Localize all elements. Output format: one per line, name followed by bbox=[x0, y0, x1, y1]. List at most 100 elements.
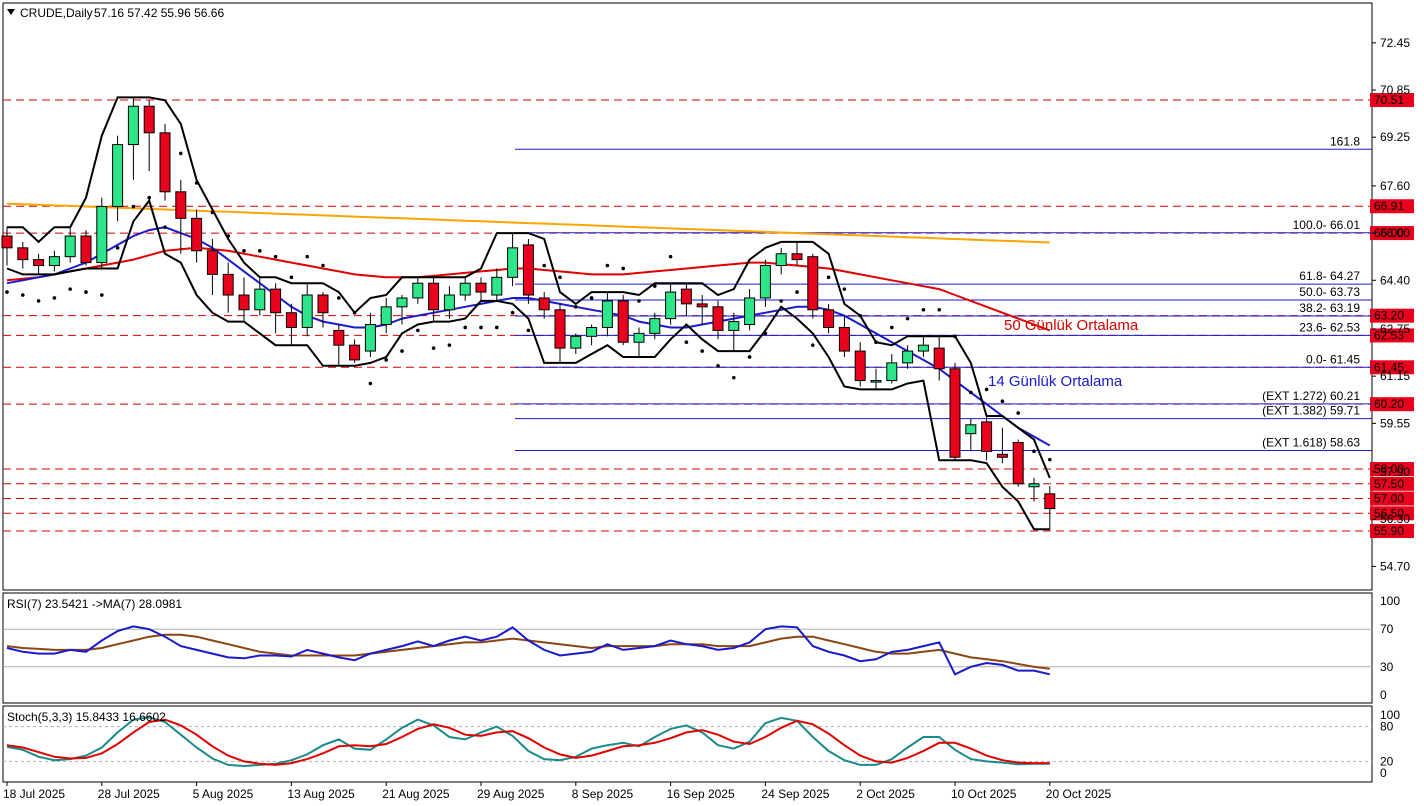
bear-candle bbox=[222, 273, 234, 296]
bear-candle bbox=[317, 294, 329, 314]
bear-candle bbox=[554, 309, 566, 349]
bull-candle bbox=[586, 326, 598, 337]
date-tick-label: 29 Aug 2025 bbox=[477, 787, 545, 801]
sar-dot bbox=[858, 313, 862, 318]
sar-dot bbox=[337, 296, 341, 300]
stoch-label: Stoch(5,3,3) 15.8433 16.6602 bbox=[7, 710, 166, 724]
sar-dot bbox=[447, 343, 452, 347]
bear-candle bbox=[238, 294, 250, 311]
level-tag bbox=[1370, 226, 1414, 241]
sar-dot bbox=[273, 254, 278, 259]
bear-candle bbox=[428, 282, 440, 311]
sar-dot bbox=[495, 325, 499, 330]
bear-candle bbox=[696, 303, 708, 308]
sar-dot bbox=[147, 195, 151, 200]
sar-dot bbox=[589, 296, 594, 300]
level-tag bbox=[1370, 93, 1414, 108]
annotation-sma50: 50 Günlük Ortalama bbox=[1004, 317, 1139, 334]
sar-dot bbox=[826, 275, 831, 280]
sar-dot bbox=[984, 387, 989, 392]
level-tag-label: 66.00 bbox=[1374, 226, 1404, 240]
fib-label: 61.8- 64.27 bbox=[1299, 269, 1360, 283]
rsi-tick-label: 100 bbox=[1380, 594, 1400, 608]
sar-dot bbox=[36, 299, 41, 303]
bear-candle bbox=[143, 105, 155, 134]
level-tag bbox=[1370, 328, 1414, 343]
sar-dot bbox=[763, 331, 768, 336]
symbol-label: CRUDE,Daily bbox=[20, 6, 93, 20]
level-tag bbox=[1370, 199, 1414, 214]
sar-dot bbox=[716, 364, 720, 368]
bear-candle bbox=[270, 288, 282, 314]
fibonacci-levels: 161.8 100.0- 66.01 61.8- 64.27 50.0- 63.73 3… bbox=[515, 134, 1372, 451]
bear-candle bbox=[933, 347, 945, 370]
sar-dot bbox=[905, 316, 910, 321]
level-tag-label: 56.50 bbox=[1374, 506, 1404, 520]
sar-dot bbox=[479, 325, 483, 330]
bear-candle bbox=[981, 421, 993, 452]
dropdown-triangle-icon[interactable] bbox=[7, 9, 15, 15]
sar-dot bbox=[842, 287, 847, 291]
bear-candle bbox=[838, 326, 850, 352]
sar-dot bbox=[605, 263, 610, 268]
level-tag-label: 61.45 bbox=[1374, 360, 1404, 374]
sar-dot bbox=[258, 248, 262, 253]
sar-dot bbox=[779, 299, 783, 303]
bear-candle bbox=[17, 247, 29, 261]
level-tag bbox=[1370, 462, 1414, 477]
sar-dot bbox=[542, 263, 546, 268]
fib-label: 38.2- 63.19 bbox=[1299, 301, 1360, 315]
bull-candle bbox=[48, 256, 60, 267]
sar-dot bbox=[700, 349, 704, 353]
candles bbox=[1, 97, 1056, 530]
sar-dot bbox=[431, 346, 436, 350]
sar-dot bbox=[574, 305, 578, 309]
sar-dot bbox=[1000, 399, 1005, 404]
bear-candle bbox=[175, 191, 187, 219]
bull-candle bbox=[1028, 483, 1040, 488]
bull-candle bbox=[870, 380, 882, 383]
sar-dot bbox=[1048, 457, 1052, 462]
rsi-indicator: 100 70 30 0 bbox=[3, 594, 1400, 702]
stoch-tick-label: 80 bbox=[1380, 720, 1394, 734]
bull-candle bbox=[254, 288, 266, 311]
bear-candle bbox=[680, 288, 692, 305]
bull-candle bbox=[665, 291, 677, 320]
horizontal-levels: 70.51 66.91 66.00 63.20 62.53 61.45 60.20 58.00… bbox=[3, 93, 1414, 539]
level-tag bbox=[1370, 476, 1414, 491]
sar-dot bbox=[416, 328, 420, 333]
sar-dot bbox=[684, 340, 689, 345]
sar-dot bbox=[953, 334, 957, 339]
date-tick-label: 20 Oct 2025 bbox=[1046, 787, 1112, 801]
bear-candle bbox=[1012, 442, 1024, 485]
price-tick-label: 70.85 bbox=[1380, 83, 1410, 97]
rsi-label: RSI(7) 23.5421 ->MA(7) 28.0981 bbox=[7, 597, 182, 611]
sar-dot bbox=[100, 293, 104, 297]
bull-candle bbox=[364, 324, 376, 352]
price-tick-label: 61.15 bbox=[1380, 369, 1410, 383]
date-tick-label: 16 Sep 2025 bbox=[667, 787, 735, 801]
price-axis: 72.45 70.85 69.25 67.60 66.00 64.40 62.75 61.15… bbox=[1372, 36, 1410, 573]
bull-candle bbox=[64, 235, 76, 258]
bull-candle bbox=[886, 362, 898, 382]
sar-dot bbox=[400, 349, 404, 353]
stoch-main-line bbox=[6, 716, 1050, 768]
sar-dot bbox=[969, 390, 973, 395]
bear-candle bbox=[791, 253, 803, 261]
stoch-tick-label: 0 bbox=[1380, 766, 1387, 780]
bear-candle bbox=[854, 350, 866, 382]
sar-dot bbox=[890, 325, 894, 330]
sar-dot bbox=[747, 355, 752, 359]
bear-candle bbox=[617, 300, 629, 343]
sar-dot bbox=[1016, 411, 1020, 415]
stoch-signal-line bbox=[6, 718, 1050, 766]
sar-dot bbox=[305, 254, 310, 259]
rsi-tick-label: 30 bbox=[1380, 660, 1394, 674]
price-tick-label: 69.25 bbox=[1380, 130, 1410, 144]
level-tag-label: 62.53 bbox=[1374, 328, 1404, 342]
bear-candle bbox=[1044, 493, 1056, 510]
bear-candle bbox=[285, 312, 297, 328]
fib-label: 161.8 bbox=[1330, 134, 1360, 148]
sar-dot bbox=[874, 340, 878, 345]
